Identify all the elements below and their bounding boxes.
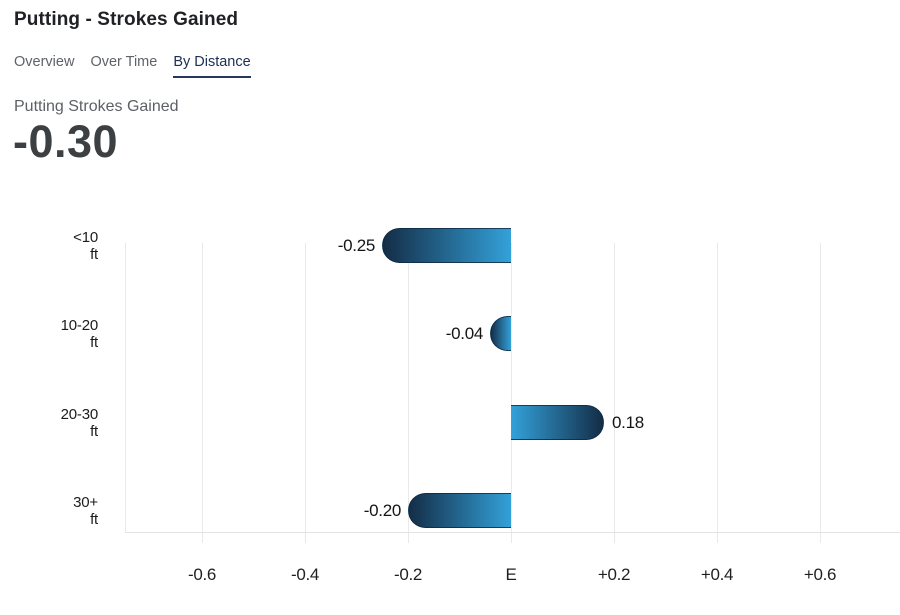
category-label-line: ft [90, 334, 98, 351]
category-label-line: ft [90, 423, 98, 440]
gridline [202, 243, 203, 543]
category-label-line: 10-20 [60, 317, 99, 334]
gridline [511, 243, 512, 543]
x-tick-label: +0.4 [700, 565, 734, 584]
tab-bar: Overview Over Time By Distance [14, 54, 251, 78]
category-label-line: <10 [73, 229, 98, 246]
tab-overview[interactable]: Overview [14, 54, 75, 70]
x-tick-label: -0.2 [393, 565, 423, 584]
gridline [820, 243, 821, 543]
page-title: Putting - Strokes Gained [14, 9, 239, 30]
category-label: 10-20 ft [0, 317, 99, 351]
category-label-line: 30+ [73, 494, 98, 511]
stat-label: Putting Strokes Gained [14, 98, 179, 115]
category-label-line: 20-30 [60, 406, 99, 423]
x-tick-label: -0.4 [290, 565, 320, 584]
x-tick-label: +0.6 [803, 565, 837, 584]
bar [490, 316, 511, 351]
bar [382, 228, 511, 263]
category-label: 30+ ft [0, 494, 98, 528]
gridline [305, 243, 306, 543]
gridline [614, 243, 615, 543]
y-axis-line [125, 243, 126, 532]
bar-value-label: -0.20 [363, 501, 402, 520]
category-label: 20-30 ft [0, 406, 99, 440]
gridline [717, 243, 718, 543]
x-tick-label: E [505, 565, 517, 584]
x-tick-label: -0.6 [187, 565, 217, 584]
gridline [408, 243, 409, 543]
bar-value-label: 0.18 [612, 413, 644, 432]
category-label-line: ft [90, 246, 98, 263]
bar-value-label: -0.25 [337, 236, 376, 255]
bar [408, 493, 511, 528]
category-label-line: ft [90, 511, 98, 528]
tab-by-distance[interactable]: By Distance [173, 54, 251, 78]
x-tick-label: +0.2 [597, 565, 631, 584]
tab-over-time[interactable]: Over Time [90, 54, 158, 70]
bar-value-label: -0.04 [445, 324, 484, 343]
stat-value: -0.30 [13, 116, 119, 167]
x-axis-line [125, 532, 900, 533]
category-label: <10 ft [0, 229, 98, 263]
bar [511, 405, 604, 440]
